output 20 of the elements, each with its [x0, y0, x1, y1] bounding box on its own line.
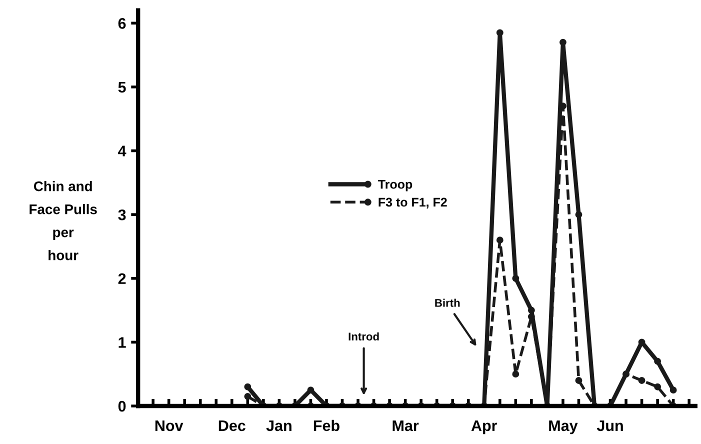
y-axis-title: Chin and Face Pulls per hour	[30, 181, 97, 260]
y-tick-label: 6	[118, 18, 126, 29]
legend-label: F3 to F1, F2	[378, 198, 447, 208]
x-tick-label: Jun	[596, 420, 623, 432]
annotation: Birth	[435, 298, 460, 307]
x-tick-label: Apr	[471, 420, 498, 434]
y-tick-label: 3	[118, 209, 126, 220]
x-tick-label: Feb	[314, 420, 340, 432]
x-tick-label: May	[549, 420, 578, 434]
x-tick-label: Nov	[155, 420, 184, 432]
y-tick-label: 2	[118, 273, 126, 284]
x-tick-label: Dec	[218, 420, 246, 432]
y-tick-label: 0	[118, 400, 126, 412]
y-tick-label: 1	[118, 337, 126, 348]
y-tick-label: 4	[118, 146, 126, 156]
y-tick-label: 5	[118, 82, 126, 93]
x-tick-label: Jan	[266, 420, 292, 432]
x-tick-label: Mar	[392, 420, 419, 432]
annotation: Introd	[348, 332, 379, 340]
legend-label: Troop	[378, 180, 412, 192]
